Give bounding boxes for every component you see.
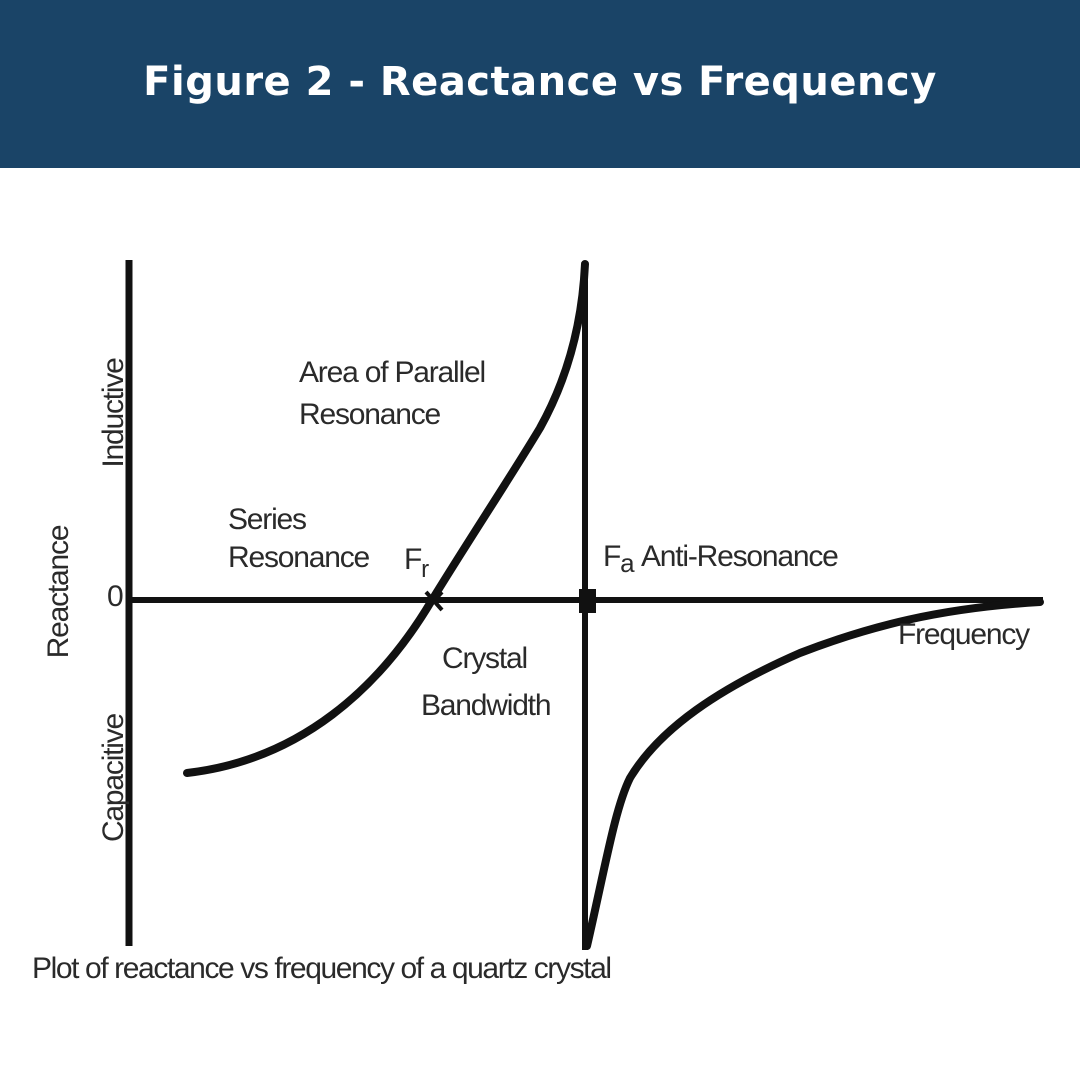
diagram-canvas: Inductive Reactance Capacitive 0 Area of… [32,260,1044,985]
capacitive-label: Capacitive [97,713,130,842]
x-axis-label: Frequency [898,618,1030,651]
page-title: Figure 2 - Reactance vs Frequency [143,59,937,105]
figure-caption: Plot of reactance vs frequency of a quar… [32,952,611,985]
y-axis-label: Reactance [42,525,75,658]
parallel-resonance-label-line1: Area of Parallel [299,356,485,389]
series-resonance-label-line2: Resonance [228,541,369,574]
anti-resonance-curve [583,598,1044,950]
parallel-resonance-label-line2: Resonance [299,398,440,431]
inductive-label: Inductive [97,358,130,468]
series-resonance-label-line1: Series [228,503,306,536]
fr-label: Fr [404,543,429,583]
fr-crossing-marker [424,590,444,612]
crystal-bandwidth-label-line2: Bandwidth [421,689,550,722]
fa-label: Fa [603,540,635,578]
fa-marker [579,589,596,613]
zero-label: 0 [107,580,123,613]
crystal-bandwidth-label-line1: Crystal [442,642,527,675]
reactance-diagram: Inductive Reactance Capacitive 0 Area of… [0,168,1080,1080]
anti-resonance-label: Anti-Resonance [641,540,838,573]
title-banner: Figure 2 - Reactance vs Frequency [0,0,1080,168]
series-resonance-curve [183,260,589,777]
